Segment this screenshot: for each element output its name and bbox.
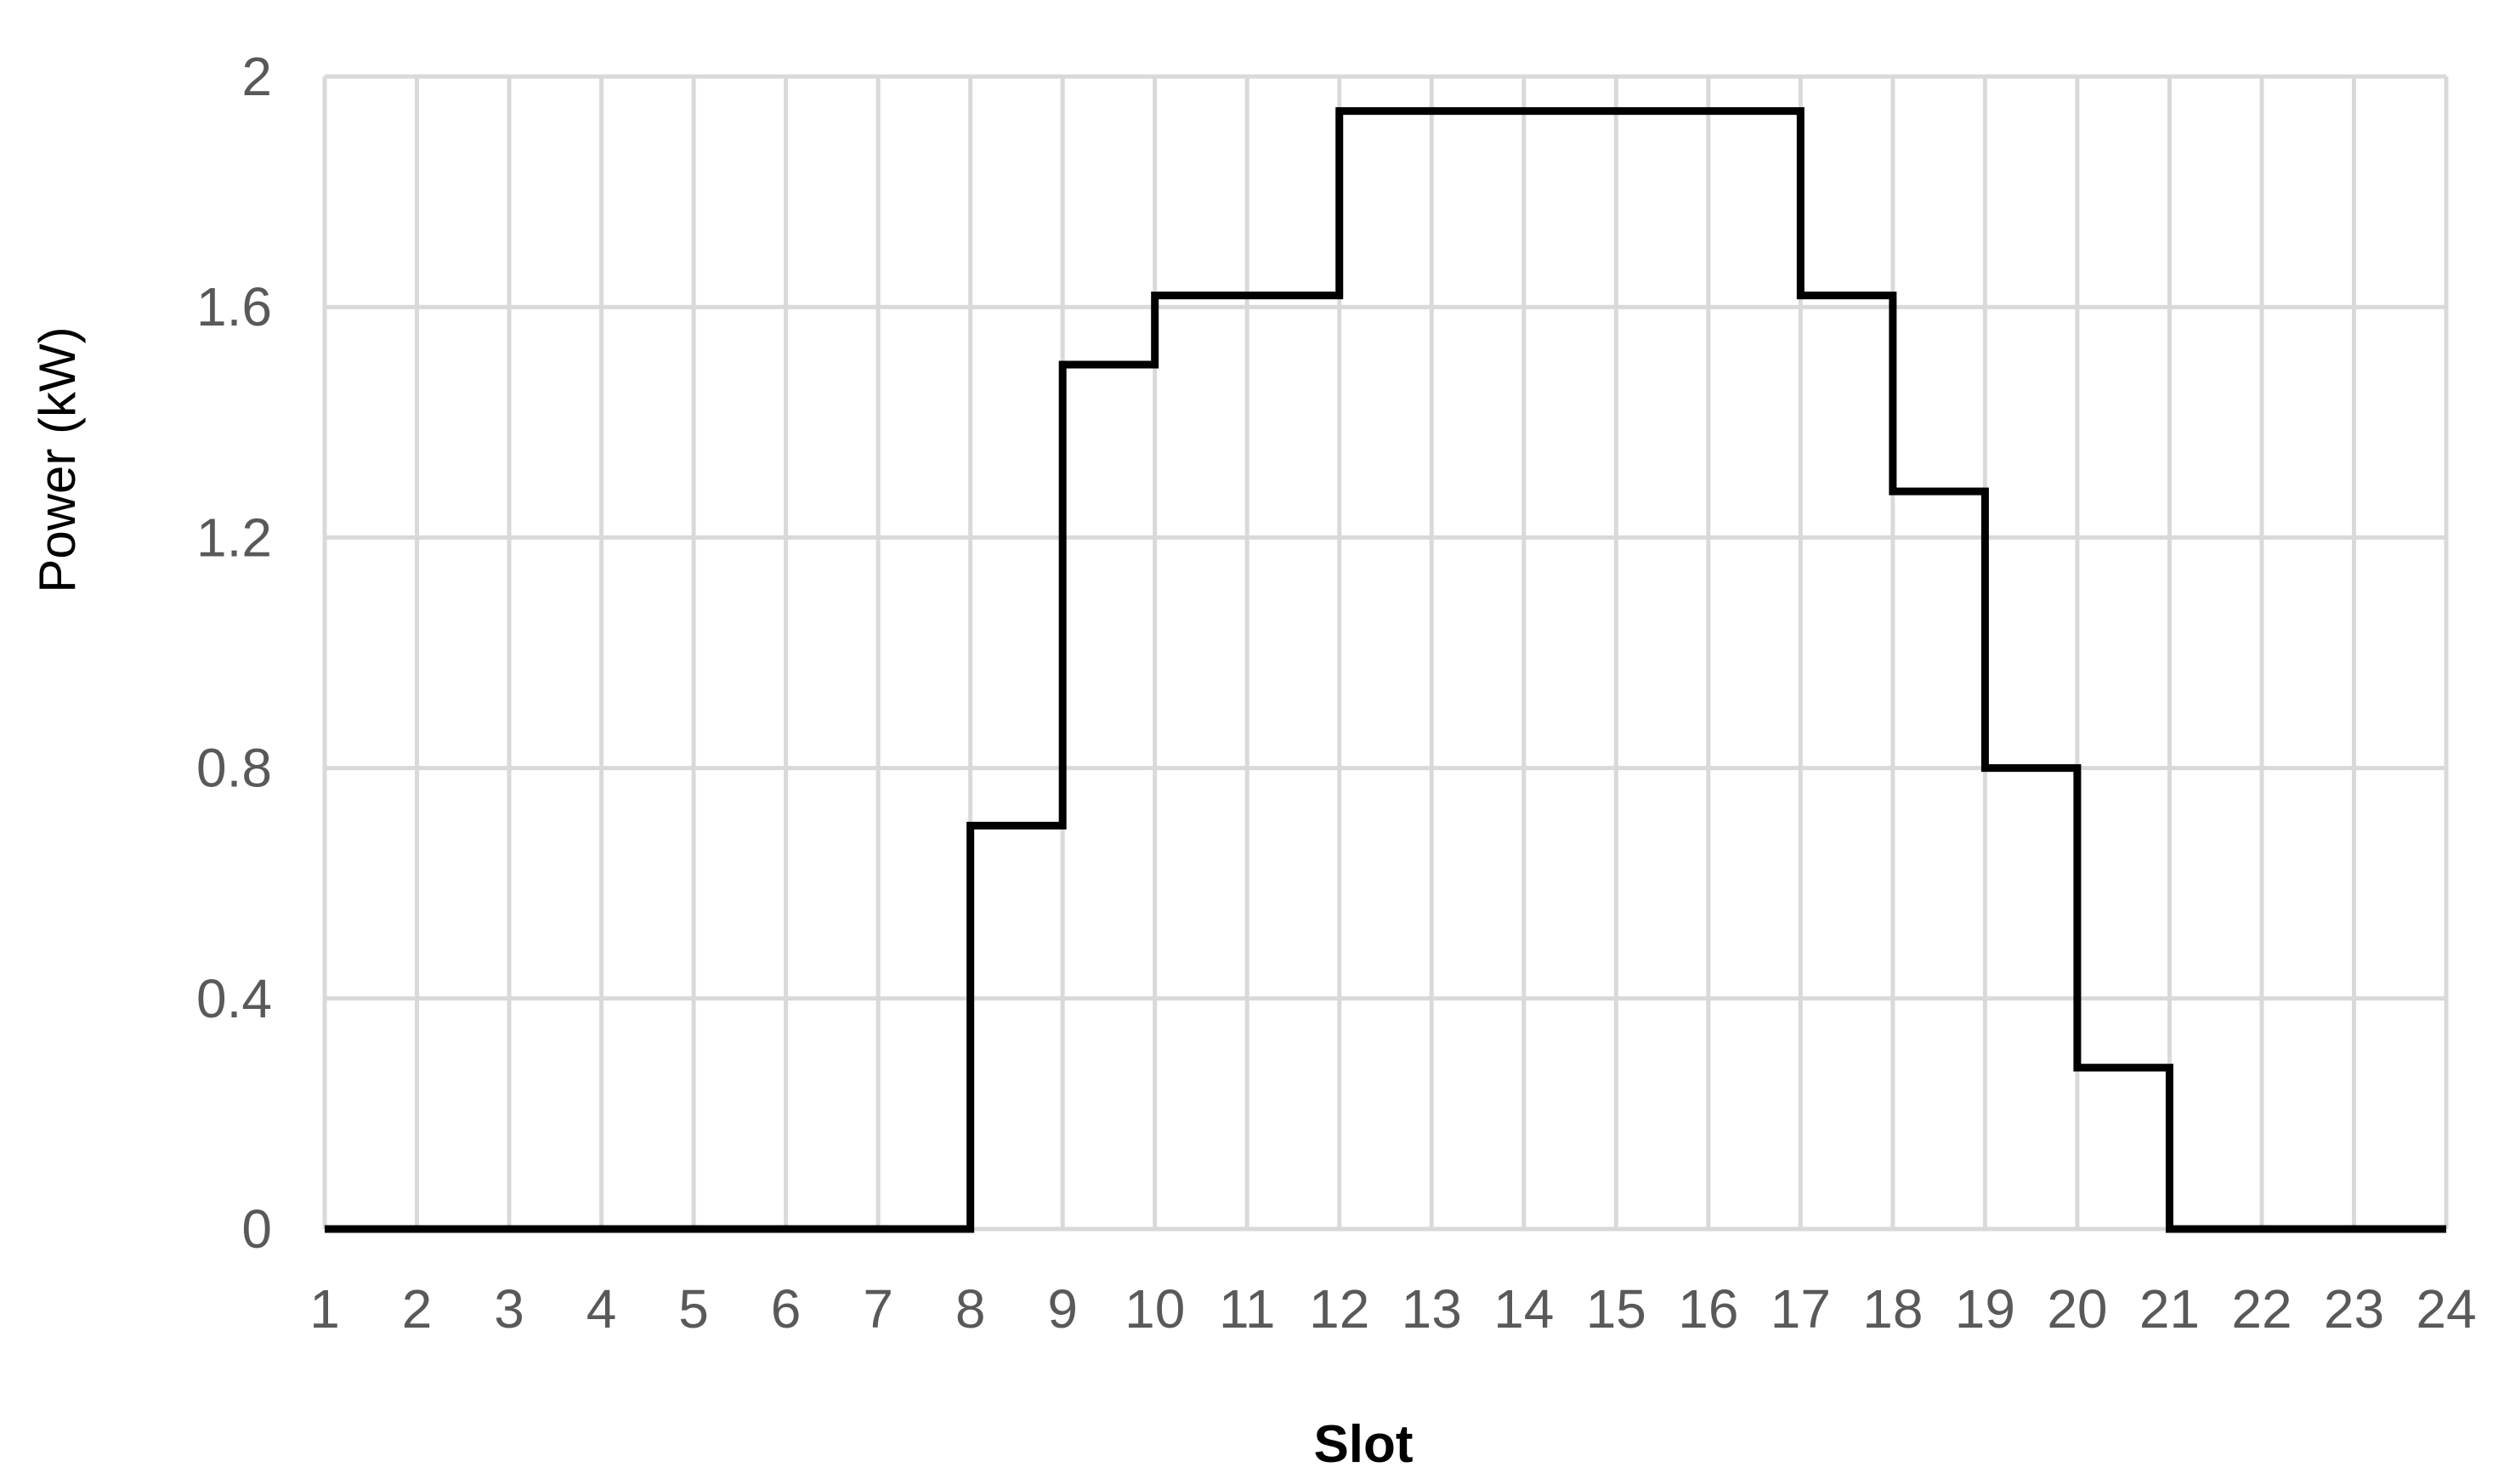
x-tick-label: 17 bbox=[1771, 1278, 1831, 1340]
y-tick-label: 2 bbox=[241, 46, 272, 107]
x-tick-label: 9 bbox=[1047, 1278, 1078, 1340]
x-tick-label: 3 bbox=[494, 1278, 524, 1340]
x-tick-label: 22 bbox=[2231, 1278, 2292, 1340]
x-tick-label: 15 bbox=[1586, 1278, 1646, 1340]
x-tick-label: 19 bbox=[1955, 1278, 2015, 1340]
x-tick-labels: 1 2 3 4 5 6 7 8 9 10 11 12 13 14 15 16 17 18 19 20 21 22 23 24 bbox=[309, 1278, 2476, 1340]
y-tick-label: 0.4 bbox=[196, 968, 272, 1029]
x-tick-label: 21 bbox=[2139, 1278, 2200, 1340]
y-axis-title: Power (kW) bbox=[29, 326, 86, 592]
x-tick-label: 14 bbox=[1493, 1278, 1554, 1340]
y-tick-label: 0.8 bbox=[196, 738, 272, 799]
power-step-line bbox=[325, 107, 2446, 1233]
x-tick-label: 18 bbox=[1862, 1278, 1923, 1340]
x-tick-label: 16 bbox=[1678, 1278, 1738, 1340]
x-tick-label: 8 bbox=[955, 1278, 986, 1340]
x-tick-label: 6 bbox=[771, 1278, 802, 1340]
x-tick-label: 23 bbox=[2324, 1278, 2384, 1340]
x-tick-label: 11 bbox=[1219, 1278, 1275, 1340]
x-tick-label: 1 bbox=[309, 1278, 340, 1340]
y-tick-label: 0 bbox=[241, 1198, 272, 1260]
x-tick-label: 12 bbox=[1309, 1278, 1369, 1340]
grid bbox=[322, 74, 2449, 1232]
y-tick-label: 1.6 bbox=[196, 276, 272, 337]
x-tick-label: 10 bbox=[1125, 1278, 1185, 1340]
x-tick-label: 5 bbox=[678, 1278, 709, 1340]
x-tick-label: 24 bbox=[2416, 1278, 2476, 1340]
x-tick-label: 2 bbox=[402, 1278, 433, 1340]
x-axis-title: Slot bbox=[1313, 1415, 1413, 1474]
x-tick-label: 13 bbox=[1402, 1278, 1462, 1340]
x-tick-label: 4 bbox=[586, 1278, 617, 1340]
y-tick-label: 1.2 bbox=[196, 507, 272, 568]
x-tick-label: 7 bbox=[863, 1278, 893, 1340]
x-tick-label: 20 bbox=[2047, 1278, 2107, 1340]
y-tick-labels: 0 0.4 0.8 1.2 1.6 2 bbox=[196, 46, 272, 1260]
